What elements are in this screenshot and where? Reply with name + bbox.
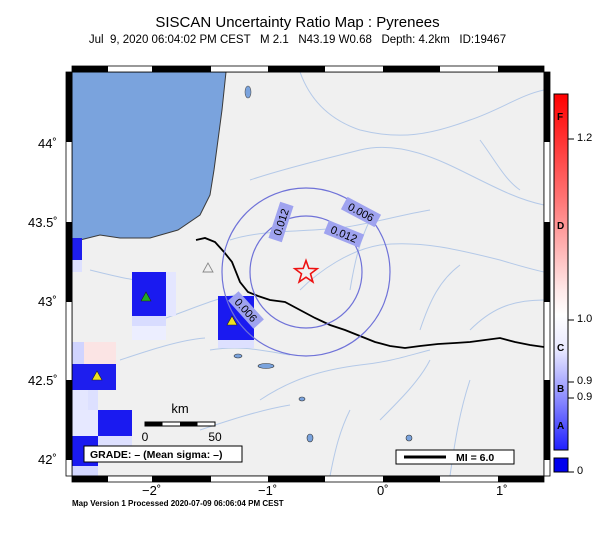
y-tick-label: 43˚ bbox=[38, 294, 57, 309]
processing-info: Map Version 1 Processed 2020-07-09 06:06… bbox=[72, 499, 284, 508]
x-tick-label: −2˚ bbox=[142, 483, 162, 498]
colorbar-value-label: 1.0 bbox=[577, 313, 593, 325]
colorbar bbox=[553, 93, 574, 473]
map-title: SISCAN Uncertainty Ratio Map : Pyrenees bbox=[155, 14, 440, 31]
border-line bbox=[195, 237, 544, 349]
station-triangles bbox=[91, 262, 238, 381]
colorbar-value-label: 0 bbox=[577, 465, 584, 477]
event-info: Jul 9, 2020 06:04:02 PM CEST M 2.1 N43.1… bbox=[88, 34, 507, 46]
colorbar-grade-label: F bbox=[557, 112, 564, 123]
contour-lines bbox=[221, 187, 391, 357]
colorbar-value-label: 0.9 bbox=[577, 375, 593, 387]
colorbar-value-label: 0.9 bbox=[577, 391, 593, 403]
y-tick-label: 44˚ bbox=[38, 136, 57, 151]
x-tick-label: −1˚ bbox=[258, 483, 278, 498]
svg-text:km: km bbox=[171, 401, 188, 416]
mi-legend: MI = 6.0 bbox=[395, 449, 515, 465]
colorbar-value-label: 1.2 bbox=[577, 132, 593, 144]
sea-area bbox=[72, 72, 227, 243]
svg-text:GRADE: – (Mean sigma: –): GRADE: – (Mean sigma: –) bbox=[90, 449, 222, 461]
x-tick-label: 0˚ bbox=[377, 483, 389, 498]
uncertainty-cells bbox=[72, 238, 254, 476]
y-tick-label: 42˚ bbox=[38, 452, 57, 467]
svg-text:MI = 6.0: MI = 6.0 bbox=[456, 452, 494, 464]
colorbar-grade-label: D bbox=[557, 221, 565, 232]
scale-bar: km 0 50 bbox=[142, 401, 222, 444]
colorbar-grade-label: A bbox=[557, 421, 565, 432]
svg-text:0: 0 bbox=[142, 430, 149, 444]
map-frame bbox=[65, 65, 551, 483]
y-tick-label: 42.5˚ bbox=[28, 373, 58, 388]
x-tick-label: 1˚ bbox=[496, 483, 508, 498]
colorbar-grade-label: C bbox=[557, 343, 565, 354]
y-tick-label: 43.5˚ bbox=[28, 215, 58, 230]
svg-text:50: 50 bbox=[208, 430, 222, 444]
epicenter-star-icon bbox=[292, 258, 320, 284]
grade-box: GRADE: – (Mean sigma: –) bbox=[83, 445, 243, 463]
colorbar-grade-label: B bbox=[557, 384, 565, 395]
